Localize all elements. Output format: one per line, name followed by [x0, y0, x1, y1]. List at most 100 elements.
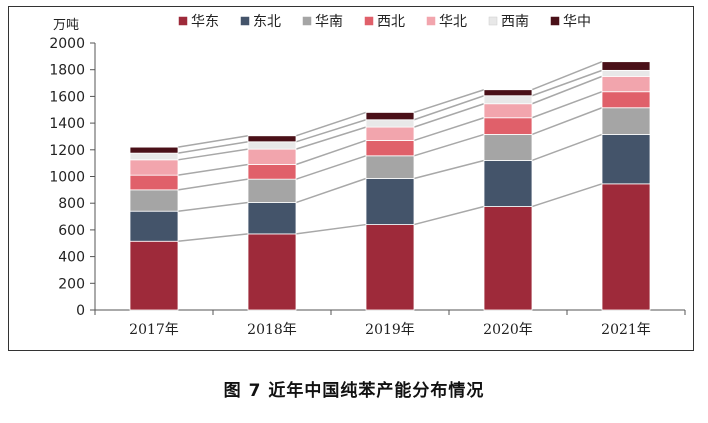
- legend-swatch: [178, 16, 188, 26]
- bars: [129, 61, 651, 311]
- connector-line: [295, 177, 367, 204]
- legend-label: 华东: [191, 14, 219, 30]
- bar-segment: [365, 140, 415, 157]
- bar-segment: [129, 240, 179, 311]
- x-tick-label: 2021年: [601, 322, 651, 338]
- bar-segment: [601, 69, 651, 77]
- stacked-bar-chart: 万吨 华东 东北 华南 西北 华北 西南 华中 0 200 400 600 800 1000 1200 1…: [49, 14, 686, 338]
- bar-segment: [601, 107, 651, 135]
- connector-line: [295, 111, 367, 137]
- y-tick-label: 400: [58, 250, 85, 266]
- x-tick-label: 2020年: [483, 322, 533, 338]
- y-tick-label: 1000: [49, 170, 85, 186]
- bar-segment: [483, 95, 533, 105]
- y-tick-label: 200: [58, 276, 85, 292]
- legend-label: 西北: [377, 14, 405, 30]
- legend-swatch: [426, 16, 436, 26]
- bar-segment: [365, 126, 415, 141]
- bar-segment: [601, 91, 651, 109]
- legend-swatch: [550, 16, 560, 26]
- bar-segment: [129, 146, 179, 154]
- bar-segment: [601, 75, 651, 93]
- connector-line: [295, 119, 367, 143]
- connector-line: [295, 139, 367, 166]
- bar-segment: [365, 155, 415, 179]
- bar-segment: [129, 159, 179, 176]
- y-tick-label: 1200: [49, 143, 85, 159]
- bar-segment: [129, 152, 179, 161]
- bar-segment: [483, 206, 533, 311]
- connector-line: [177, 148, 249, 161]
- connector-line: [413, 95, 485, 121]
- connector-line: [295, 223, 367, 235]
- bar-segment: [365, 178, 415, 225]
- connector-line: [413, 117, 485, 142]
- connector-line: [413, 133, 485, 157]
- y-tick-label: 600: [58, 223, 85, 239]
- connector-line: [177, 178, 249, 191]
- bar-segment: [129, 210, 179, 242]
- bar-segment: [247, 178, 297, 203]
- connector-line: [413, 89, 485, 114]
- bar-segment: [247, 164, 297, 180]
- connector-line: [531, 69, 603, 97]
- legend-label: 华南: [315, 14, 343, 30]
- y-tick-labels: 0 200 400 600 800 1000 1200 1400 1600 1800 2000: [49, 36, 85, 319]
- bar-segment: [483, 117, 533, 135]
- connector-line: [177, 141, 249, 154]
- connector-line: [531, 91, 603, 119]
- bar-segment: [483, 134, 533, 161]
- y-tick-label: 0: [76, 303, 85, 319]
- chart-frame: 万吨 华东 东北 华南 西北 华北 西南 华中 0 200 400 600 800 1000 1200 1…: [8, 6, 694, 351]
- connector-line: [295, 155, 367, 180]
- connector-line: [531, 60, 603, 91]
- bar-segment: [129, 189, 179, 212]
- bar-segment: [247, 202, 297, 235]
- legend-swatch: [240, 16, 250, 26]
- bar-segment: [601, 183, 651, 311]
- y-tick-label: 1400: [49, 116, 85, 132]
- legend: 华东 东北 华南 西北 华北 西南 华中: [178, 14, 591, 30]
- connector-line: [531, 133, 603, 162]
- connector-line: [177, 201, 249, 212]
- bar-segment: [247, 233, 297, 311]
- connector-line: [531, 107, 603, 136]
- legend-swatch: [488, 16, 498, 26]
- x-tick-labels: 2017年 2018年 2019年 2020年 2021年: [129, 322, 651, 338]
- bar-segment: [129, 174, 179, 191]
- y-unit-label: 万吨: [53, 18, 79, 33]
- figure-caption: 图 7 近年中国纯苯产能分布情况: [223, 381, 485, 401]
- legend-swatch: [302, 16, 312, 26]
- connector-lines: [177, 60, 603, 242]
- legend-swatch: [364, 16, 374, 26]
- connector-line: [531, 75, 603, 105]
- bar-segment: [247, 135, 297, 143]
- bar-segment: [601, 134, 651, 185]
- connector-line: [177, 135, 249, 148]
- legend-label: 东北: [253, 14, 281, 30]
- connector-line: [413, 103, 485, 128]
- x-tick-label: 2017年: [129, 322, 179, 338]
- bar-segment: [247, 148, 297, 165]
- connector-line: [531, 183, 603, 208]
- bar-segment: [601, 61, 651, 71]
- bar-segment: [365, 224, 415, 311]
- y-tick-label: 800: [58, 196, 85, 212]
- bar-segment: [483, 89, 533, 97]
- bar-segment: [483, 160, 533, 207]
- legend-label: 华中: [563, 14, 591, 30]
- y-tick-label: 1600: [49, 89, 85, 105]
- x-tick-label: 2018年: [247, 322, 297, 338]
- legend-label: 西南: [501, 14, 529, 30]
- connector-line: [177, 233, 249, 242]
- y-tick-label: 1800: [49, 63, 85, 79]
- x-tick-label: 2019年: [365, 322, 415, 338]
- bar-segment: [483, 103, 533, 119]
- legend-label: 华北: [439, 14, 467, 30]
- y-tick-label: 2000: [49, 36, 85, 52]
- bar-segment: [247, 141, 297, 150]
- bar-segment: [365, 119, 415, 128]
- bar-segment: [365, 112, 415, 121]
- connector-line: [177, 163, 249, 176]
- connector-line: [295, 126, 367, 150]
